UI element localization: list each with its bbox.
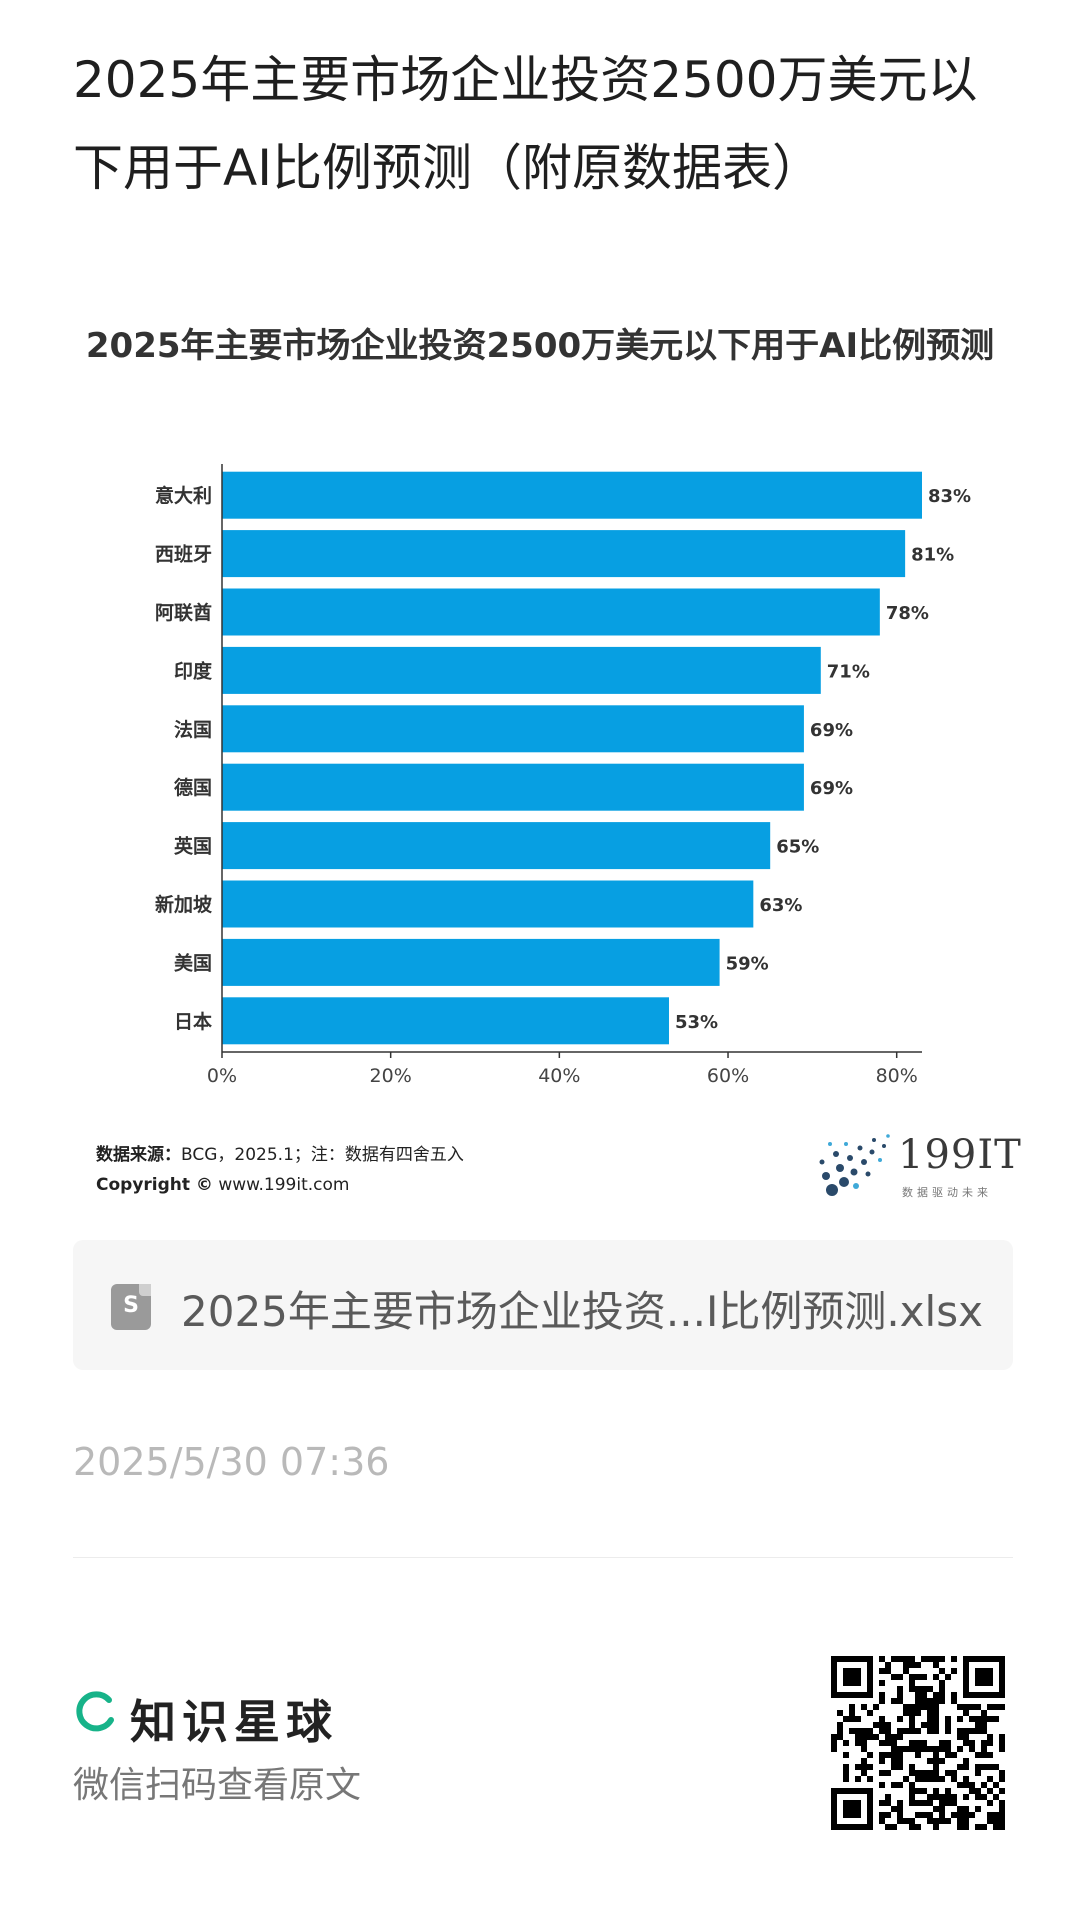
bar-9 [222, 997, 669, 1045]
value-label: 65% [776, 837, 819, 858]
chart-source: 数据来源：BCG，2025.1；注：数据有四舍五入 Copyright © ww… [96, 1140, 464, 1200]
value-label: 53% [675, 1012, 718, 1033]
bar-0 [222, 471, 922, 519]
post-title: 2025年主要市场企业投资2500万美元以下用于AI比例预测（附原数据表） [73, 51, 978, 197]
divider [73, 1557, 1013, 1558]
value-label: 69% [810, 778, 853, 799]
category-label: 阿联酋 [155, 601, 212, 624]
logo-dots-icon [819, 1134, 890, 1196]
x-tick-label: 80% [876, 1065, 918, 1087]
spreadsheet-icon-letter: S [123, 1293, 139, 1318]
category-label: 美国 [174, 951, 212, 974]
category-label: 德国 [174, 776, 212, 799]
category-label: 西班牙 [155, 543, 212, 566]
bar-2 [222, 588, 880, 636]
category-label: 日本 [174, 1010, 212, 1033]
attachment-filename: 2025年主要市场企业投资...I比例预测.xlsx [181, 1287, 983, 1336]
bar-1 [222, 530, 906, 578]
bar-6 [222, 822, 771, 870]
category-label: 新加坡 [155, 893, 213, 916]
bar-chart: 意大利 83% 西班牙 81% 阿联酋 78% 印度 71% 法国 69% 德国 69% 英国 65% 新加… [155, 464, 971, 1087]
qr-code-icon[interactable] [831, 1656, 1005, 1830]
category-label: 英国 [174, 835, 212, 858]
value-label: 83% [928, 486, 971, 507]
logo-text: 199IT [898, 1132, 1022, 1178]
brand-name: 知识星球 [130, 1695, 338, 1749]
copyright-text: www.199it.com [218, 1175, 350, 1195]
category-label: 印度 [174, 659, 213, 682]
source-label: 数据来源： [96, 1145, 181, 1165]
value-label: 71% [827, 661, 870, 682]
bar-8 [222, 938, 720, 986]
spreadsheet-icon: S [111, 1284, 151, 1330]
copyright-label: Copyright © [96, 1175, 213, 1195]
199it-logo: 199IT 数据驱动未来 [810, 1130, 1021, 1210]
value-label: 63% [759, 895, 802, 916]
category-label: 法国 [174, 718, 212, 741]
chart-title: 2025年主要市场企业投资2500万美元以下用于AI比例预测 [85, 326, 995, 366]
logo-subtitle: 数据驱动未来 [902, 1186, 992, 1199]
value-label: 69% [810, 720, 853, 741]
source-text: BCG，2025.1；注：数据有四舍五入 [181, 1145, 464, 1165]
category-label: 意大利 [155, 484, 212, 507]
attachment-card[interactable]: S 2025年主要市场企业投资...I比例预测.xlsx [73, 1240, 1013, 1370]
x-tick-label: 40% [538, 1065, 580, 1087]
scan-prompt: 微信扫码查看原文 [73, 1765, 362, 1806]
x-tick-label: 20% [370, 1065, 412, 1087]
bar-3 [222, 646, 821, 694]
x-tick-label: 0% [207, 1065, 237, 1087]
zsxq-logo-icon [76, 1691, 114, 1732]
value-label: 81% [911, 545, 954, 566]
bar-4 [222, 705, 804, 753]
value-label: 59% [726, 953, 769, 974]
bar-7 [222, 880, 754, 928]
post-timestamp: 2025/5/30 07:36 [73, 1440, 390, 1484]
value-label: 78% [886, 603, 929, 624]
bar-5 [222, 763, 804, 811]
x-tick-label: 60% [707, 1065, 749, 1087]
